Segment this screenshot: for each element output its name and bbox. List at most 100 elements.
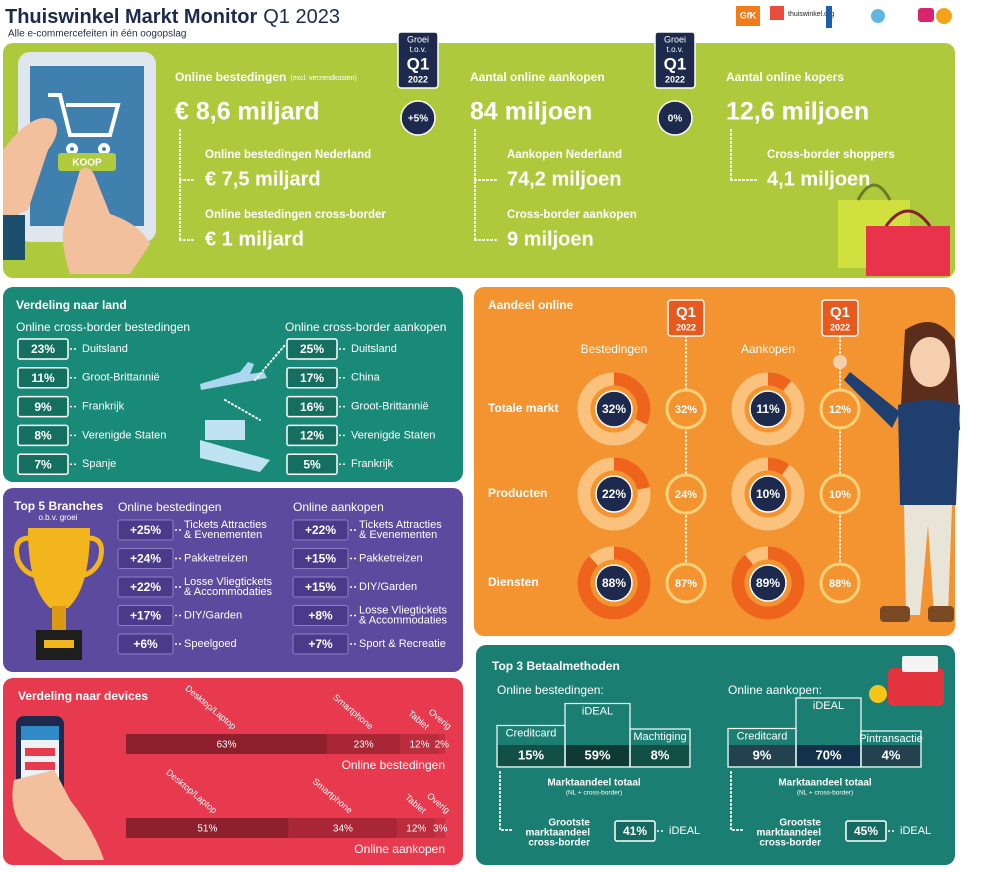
donut-arc — [731, 457, 805, 531]
share-value: 9% — [34, 400, 52, 414]
device-value: 23% — [354, 740, 374, 751]
hand-left — [3, 118, 57, 220]
phone-hand — [12, 770, 105, 860]
device-value: 3% — [433, 824, 448, 835]
country-name: Verenigde Staten — [351, 429, 435, 441]
method-value-box — [566, 745, 629, 766]
country-name: Duitsland — [82, 343, 128, 355]
coin — [869, 685, 887, 703]
method-value: 9% — [753, 747, 772, 762]
share-box — [17, 367, 69, 389]
donut-center — [749, 390, 787, 428]
stat-label-text: Aantal online aankopen — [470, 70, 605, 84]
cart-icon — [48, 93, 121, 155]
share-value: 17% — [300, 371, 324, 385]
q1-tag-text: 2022 — [676, 322, 696, 332]
growth-box — [292, 519, 349, 541]
group-title: Online aankopen: — [728, 683, 822, 697]
logo-dot — [871, 9, 885, 23]
branch-name: & Evenementen — [184, 529, 262, 541]
title-main: Thuiswinkel Markt Monitor — [5, 6, 257, 28]
branch-growth: +22% — [130, 580, 161, 594]
total-label: Marktaandeel totaal — [547, 778, 641, 789]
koop-button — [58, 153, 116, 171]
growth-box — [117, 605, 174, 626]
stat-value: 12,6 miljoen — [726, 98, 869, 126]
device-value: 2% — [435, 740, 450, 751]
method-name: Creditcard — [506, 727, 557, 739]
row-label: Diensten — [488, 575, 539, 589]
panel-subtitle: o.b.v. groei — [39, 513, 78, 522]
branch-name: & Accommodaties — [184, 586, 273, 598]
group-title: Online cross-border bestedingen — [16, 320, 190, 334]
share-previous: 87% — [675, 578, 697, 590]
overview-panel — [3, 43, 955, 278]
device-segment — [435, 818, 445, 838]
country-name: Groot-Brittannië — [82, 372, 160, 384]
detail-value: € 1 miljard — [205, 228, 304, 250]
group-title: Online bestedingen — [118, 500, 221, 514]
column-header: Aankopen — [741, 342, 795, 356]
country-name: Spanje — [82, 458, 116, 470]
branch-growth: +15% — [305, 580, 336, 594]
dotted-line — [224, 399, 261, 421]
trophy-stem — [52, 606, 66, 630]
detail-value: 4,1 miljoen — [767, 168, 870, 190]
share-box — [286, 453, 338, 475]
trophy-cup — [28, 528, 90, 608]
stat-label-text: Aantal online kopers — [726, 70, 844, 84]
device-segment — [126, 734, 327, 754]
method-box — [629, 728, 691, 768]
share-value: 12% — [300, 429, 324, 443]
country-name: Frankrijk — [351, 458, 394, 470]
growth-box — [117, 576, 174, 598]
sleeve — [3, 215, 25, 260]
subtitle: Alle e-commercefeiten in één oogopslag — [8, 29, 186, 40]
total-note: (NL + cross-border) — [797, 790, 853, 797]
detail-value: 9 miljoen — [507, 228, 594, 250]
share-box — [286, 424, 338, 447]
panel-title: Aandeel online — [488, 298, 574, 312]
trophy-handles — [14, 535, 104, 579]
growth-box — [292, 548, 349, 569]
growth-tag-text: Q1 — [664, 54, 687, 73]
q1-tag-text: Q1 — [830, 304, 850, 321]
share-previous: 10% — [829, 489, 851, 501]
device-value: 51% — [197, 824, 217, 835]
stat-note: (excl. verzendkosten) — [290, 75, 357, 82]
share-box — [286, 395, 338, 418]
share-value: 5% — [303, 457, 321, 471]
stat-label: Aantal online kopers — [726, 70, 844, 84]
share-current: 88% — [602, 576, 626, 590]
share-box — [286, 338, 338, 360]
method-value-box — [862, 745, 920, 766]
donut-arc — [577, 457, 651, 531]
logo-gfk: GfK — [740, 10, 757, 20]
stat-label: Aantal online aankopen — [470, 70, 605, 84]
logo-gfk-box — [736, 6, 760, 26]
growth-circle — [657, 100, 693, 136]
branch-name: DIY/Garden — [184, 609, 242, 621]
cross-value: 41% — [623, 824, 647, 838]
device-segment — [400, 734, 439, 754]
group-title: Online aankopen — [293, 500, 384, 514]
row-label: Producten — [488, 486, 547, 500]
bag-red-handle — [884, 209, 932, 227]
branch-growth: +15% — [305, 552, 336, 566]
row-label: Totale markt — [488, 401, 558, 415]
share-value: 8% — [34, 429, 52, 443]
method-value: 15% — [518, 747, 544, 762]
woman-arm — [844, 372, 900, 428]
method-name: Machtiging — [633, 731, 686, 743]
method-name: iDEAL — [582, 705, 613, 717]
stat-value: 84 miljoen — [470, 98, 592, 126]
growth-box — [117, 548, 174, 569]
stat-label: Online bestedingen (excl. verzendkosten) — [175, 70, 357, 84]
title: Thuiswinkel Markt Monitor Q1 2023 — [5, 6, 340, 28]
woman-jacket — [898, 400, 960, 505]
growth-tag — [654, 31, 696, 89]
share-current: 10% — [756, 487, 780, 501]
column-header: Bestedingen — [581, 342, 648, 356]
growth-box — [117, 519, 174, 541]
method-value: 70% — [815, 747, 841, 762]
